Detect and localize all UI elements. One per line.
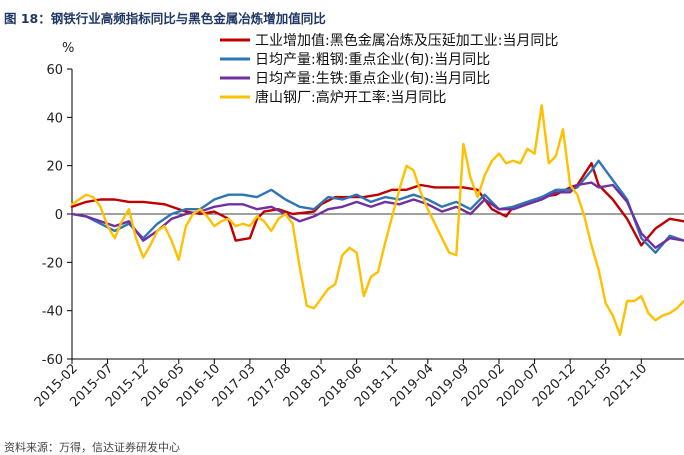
y-tick-label: 40	[46, 111, 63, 126]
y-tick-label: 60	[46, 63, 63, 78]
figure-title: 图 18：钢铁行业高频指标同比与黑色金属冶炼增加值同比	[4, 11, 326, 26]
y-tick-label: -20	[42, 256, 63, 271]
y-tick-label: -60	[42, 353, 63, 368]
source-note: 资料来源：万得，信达证券研发中心	[4, 441, 180, 454]
series-lines	[70, 104, 684, 336]
legend: 工业增加值:黑色金属冶炼及压延加工业:当月同比日均产量:粗钢:重点企业(旬):当…	[220, 32, 558, 106]
y-tick-label: -40	[42, 305, 63, 320]
series-line-4	[70, 104, 684, 336]
y-tick-label: 0	[55, 208, 63, 223]
legend-label-3: 日均产量:生铁:重点企业(旬):当月同比	[255, 70, 490, 87]
axes: 6040200-20-40-602015-022015-072015-12201…	[32, 63, 684, 410]
legend-label-1: 工业增加值:黑色金属冶炼及压延加工业:当月同比	[255, 32, 558, 49]
legend-label-2: 日均产量:粗钢:重点企业(旬):当月同比	[255, 51, 490, 68]
legend-label-4: 唐山钢厂:高炉开工率:当月同比	[255, 89, 446, 106]
y-axis-unit-label: %	[62, 41, 74, 56]
series-line-2	[70, 159, 684, 254]
series-line-3	[70, 181, 684, 250]
y-tick-label: 20	[46, 160, 63, 175]
